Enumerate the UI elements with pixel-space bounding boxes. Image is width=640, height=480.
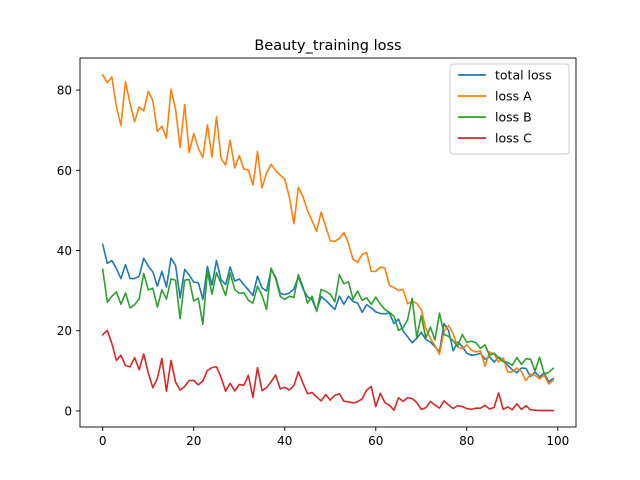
x-tick-label: 60 <box>368 434 383 448</box>
legend-label: loss B <box>495 110 532 125</box>
legend-label: loss C <box>495 131 532 146</box>
y-tick-label: 20 <box>57 324 72 338</box>
y-tick-label: 0 <box>64 404 72 418</box>
x-tick-label: 80 <box>459 434 474 448</box>
series-line-total-loss <box>101 243 555 383</box>
x-tick-label: 0 <box>99 434 107 448</box>
legend-box <box>449 63 570 155</box>
legend-label: loss A <box>495 89 532 104</box>
series-line-loss-B <box>101 267 555 375</box>
y-tick-label: 60 <box>57 164 72 178</box>
axes-frame <box>79 57 577 428</box>
legend-label: total loss <box>495 68 552 83</box>
legend: total loss loss A loss B loss C <box>449 63 570 155</box>
x-tick-label: 20 <box>186 434 201 448</box>
y-tick-label: 80 <box>57 84 72 98</box>
x-tick-label: 40 <box>277 434 292 448</box>
y-tick-label: 40 <box>57 244 72 258</box>
x-tick-label: 100 <box>546 434 569 448</box>
series-line-loss-A <box>101 73 555 385</box>
series-line-loss-C <box>101 329 555 412</box>
chart-title: Beauty_training loss <box>254 38 401 54</box>
plot-area: 0 20 40 60 80 100 0 20 40 60 80 <box>57 57 577 448</box>
